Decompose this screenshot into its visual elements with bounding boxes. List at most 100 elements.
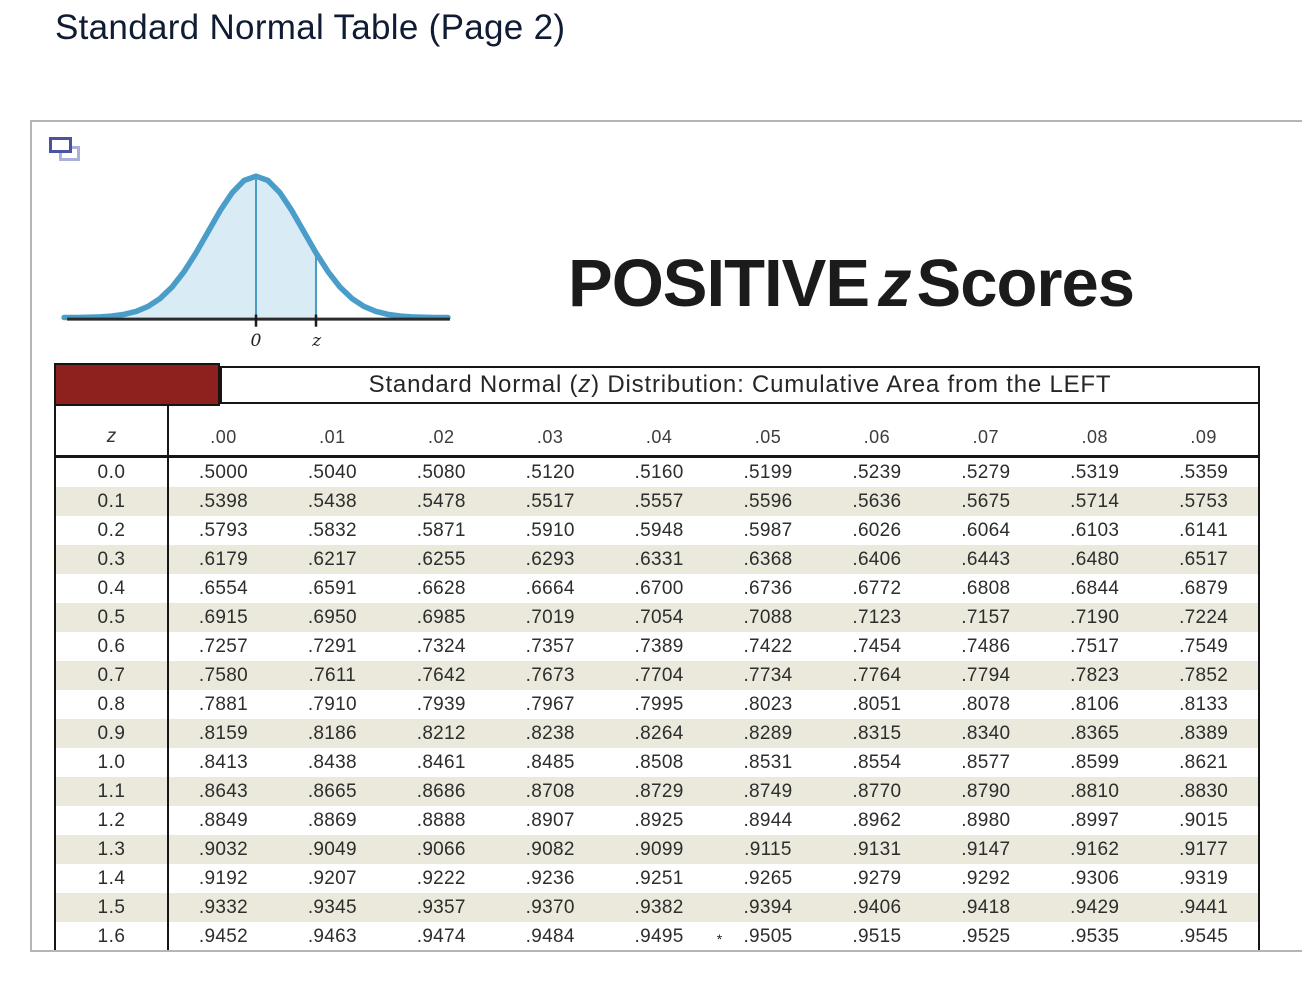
value-cell: .9370 — [525, 896, 575, 918]
column-header: .09 — [1190, 427, 1217, 447]
z-cell: 0.5 — [97, 606, 126, 628]
value-cell: .5239 — [852, 461, 902, 483]
value-cell: .7852 — [1179, 664, 1229, 686]
normal-curve-figure: 0 z — [61, 173, 451, 351]
heading-z-italic: z — [878, 246, 911, 321]
value-cell: .9279 — [852, 867, 902, 889]
value-cell: .9207 — [307, 867, 357, 889]
z-column-header: z — [106, 426, 117, 447]
value-cell: .7088 — [743, 606, 793, 628]
value-column-headers: .00 .01 .02 .03 .04 .05 .06 .07 .08 .09 — [167, 404, 1258, 455]
value-cell: .7910 — [307, 693, 357, 715]
table-row: 0.0.5000.5040.5080.5120.5160.5199.5239.5… — [56, 458, 1258, 487]
value-cell: .5871 — [416, 519, 466, 541]
value-cell: .8186 — [307, 722, 357, 744]
table-title-pre: Standard Normal ( — [368, 371, 579, 398]
z-cell: 0.7 — [97, 664, 126, 686]
row-values: .8849 .8869 .8888 .8907 .8925 .8944 .8962 .8980… — [167, 806, 1258, 835]
value-cell: .5557 — [634, 490, 684, 512]
value-cell: .7995 — [634, 693, 684, 715]
value-cell: .6700 — [634, 577, 684, 599]
table-row: 0.4.6554.6591.6628.6664.6700.6736.6772.6… — [56, 574, 1258, 603]
value-cell: .5596 — [743, 490, 793, 512]
value-cell: .9345 — [307, 896, 357, 918]
value-cell: .7454 — [852, 635, 902, 657]
row-values: .6179 .6217 .6255 .6293 .6331 .6368 .6406 .6443… — [167, 545, 1258, 574]
value-cell: .7642 — [416, 664, 466, 686]
value-cell: .8962 — [852, 809, 902, 831]
popout-windows-icon[interactable] — [49, 137, 85, 167]
content-panel: 0 z POSITIVE zScores Standard Normal (z) … — [30, 120, 1302, 952]
value-cell: .9162 — [1070, 838, 1120, 860]
value-cell: .8461 — [416, 751, 466, 773]
red-corner-block — [54, 363, 220, 406]
value-cell: .8289 — [743, 722, 793, 744]
value-cell: .5040 — [307, 461, 357, 483]
value-cell: .6985 — [416, 606, 466, 628]
value-cell: .8621 — [1179, 751, 1229, 773]
value-cell: .9099 — [634, 838, 684, 860]
value-cell: .9177 — [1179, 838, 1229, 860]
value-cell: .5478 — [416, 490, 466, 512]
value-cell: .6255 — [416, 548, 466, 570]
value-cell: .5832 — [307, 519, 357, 541]
value-cell: .8790 — [961, 780, 1011, 802]
value-cell: .8413 — [198, 751, 248, 773]
value-cell: .8810 — [1070, 780, 1120, 802]
z-cell: 0.1 — [97, 490, 126, 512]
table-row: 0.8 .7881 .7910 .7939 .7967 .7995 .8023 .8051 .8… — [56, 690, 1258, 719]
value-cell: .9429 — [1070, 896, 1120, 918]
value-cell: .5398 — [198, 490, 248, 512]
table-row: 0.5 .6915 .6950 .6985 .7019 .7054 .7088 .7123 .7… — [56, 603, 1258, 632]
value-cell: .6331 — [634, 548, 684, 570]
value-cell: .9147 — [961, 838, 1011, 860]
table-title: Standard Normal (z) Distribution: Cumula… — [220, 366, 1260, 404]
row-values: .5793 .5832 .5871 .5910 .5948 .5987 .6026 .6064… — [167, 516, 1258, 545]
value-cell: .5714 — [1070, 490, 1120, 512]
value-cell: .5910 — [525, 519, 575, 541]
curve-line — [61, 173, 451, 321]
value-cell: .5438 — [307, 490, 357, 512]
column-header: .07 — [972, 427, 1000, 447]
heading-post: Scores — [916, 246, 1135, 321]
row-values: .9032 .9049 .9066 .9082 .9099 .9115 .9131 .9147… — [167, 835, 1258, 864]
z-cell: 0.4 — [97, 577, 126, 599]
column-headers: z .00 .01 .02 .03 .04 .05 .06 .07 .08 .09 — [54, 404, 1260, 458]
value-cell: .8212 — [416, 722, 466, 744]
table-row: 0.9.8159.8186.8212.8238.8264.8289.8315.8… — [56, 719, 1258, 748]
value-cell: .7764 — [852, 664, 902, 686]
row-values: .9452 .9463 .9474 .9484 .9495 * .9505 .9515 .952… — [167, 922, 1258, 950]
value-cell: .6179 — [198, 548, 248, 570]
value-cell: .8925 — [634, 809, 684, 831]
value-cell: .9535 — [1070, 925, 1120, 947]
table-row: 1.6 .9452 .9463 .9474 .9484 .9495 * .9505 .9515.… — [56, 922, 1258, 950]
value-cell: .9406 — [852, 896, 902, 918]
value-cell: .7291 — [307, 635, 357, 657]
value-cell: .9525 — [961, 925, 1011, 947]
value-cell: .9394 — [743, 896, 793, 918]
value-cell: .8888 — [416, 809, 466, 831]
value-cell: .6141 — [1179, 519, 1229, 541]
value-cell: .7257 — [198, 635, 248, 657]
page-title: Standard Normal Table (Page 2) — [55, 8, 566, 47]
z-cell: 1.1 — [97, 780, 126, 802]
value-cell: .8238 — [525, 722, 575, 744]
value-cell: .8980 — [961, 809, 1011, 831]
value-cell: .7580 — [198, 664, 248, 686]
value-cell: .8340 — [961, 722, 1011, 744]
z-cell: 1.2 — [97, 809, 126, 831]
value-cell: .6480 — [1070, 548, 1120, 570]
value-cell: .8770 — [852, 780, 902, 802]
value-cell: .9505 — [743, 925, 793, 947]
row-values: .7580 .7611 .7642 .7673 .7704 .7734 .7764 .7794… — [167, 661, 1258, 690]
value-cell: .9418 — [961, 896, 1011, 918]
table-body: 0.0.5000.5040.5080.5120.5160.5199.5239.5… — [54, 458, 1260, 950]
value-cell: .8944 — [743, 809, 793, 831]
value-cell: .8643 — [198, 780, 248, 802]
z-table: Standard Normal (z) Distribution: Cumula… — [54, 363, 1260, 950]
value-cell: .9463 — [307, 925, 357, 947]
value-cell: .8665 — [307, 780, 357, 802]
value-cell: .5080 — [416, 461, 466, 483]
value-cell: .8508 — [634, 751, 684, 773]
value-cell: .7123 — [852, 606, 902, 628]
